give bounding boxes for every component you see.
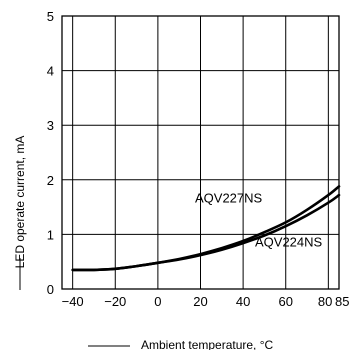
y-axis-title: LED operate current, mA bbox=[13, 136, 27, 290]
y-tick-label: 3 bbox=[47, 118, 54, 133]
x-axis-label: Ambient temperature, °C bbox=[141, 338, 274, 350]
y-axis-label: LED operate current, mA bbox=[13, 136, 27, 269]
x-tick-label: 40 bbox=[236, 294, 250, 309]
y-tick-label: 2 bbox=[47, 173, 54, 188]
x-tick-label: 20 bbox=[193, 294, 207, 309]
series-lines bbox=[71, 185, 341, 272]
x-tick-label: 85 bbox=[335, 294, 349, 309]
x-tick-label: 80 bbox=[318, 294, 332, 309]
series-label-aqv227ns: AQV227NS bbox=[195, 191, 263, 206]
series-labels: AQV227NS AQV224NS bbox=[195, 191, 323, 250]
x-tick-label: −20 bbox=[104, 294, 126, 309]
x-tick-label: 0 bbox=[154, 294, 161, 309]
y-tick-label: 4 bbox=[47, 64, 54, 79]
y-tick-label: 1 bbox=[47, 227, 54, 242]
x-axis-title: Ambient temperature, °C bbox=[88, 338, 274, 350]
x-tick-label: 60 bbox=[278, 294, 292, 309]
series-label-aqv224ns: AQV224NS bbox=[255, 234, 323, 249]
y-tick-labels: 0 1 2 3 4 5 bbox=[47, 9, 54, 297]
y-tick-label: 0 bbox=[47, 282, 54, 297]
plot-frame bbox=[61, 15, 340, 290]
x-tick-labels: −40 −20 0 20 40 60 80 85 bbox=[62, 294, 350, 309]
grid bbox=[62, 16, 339, 289]
series-line-aqv224ns bbox=[71, 193, 341, 272]
y-tick-label: 5 bbox=[47, 9, 54, 24]
x-tick-label: −40 bbox=[62, 294, 84, 309]
